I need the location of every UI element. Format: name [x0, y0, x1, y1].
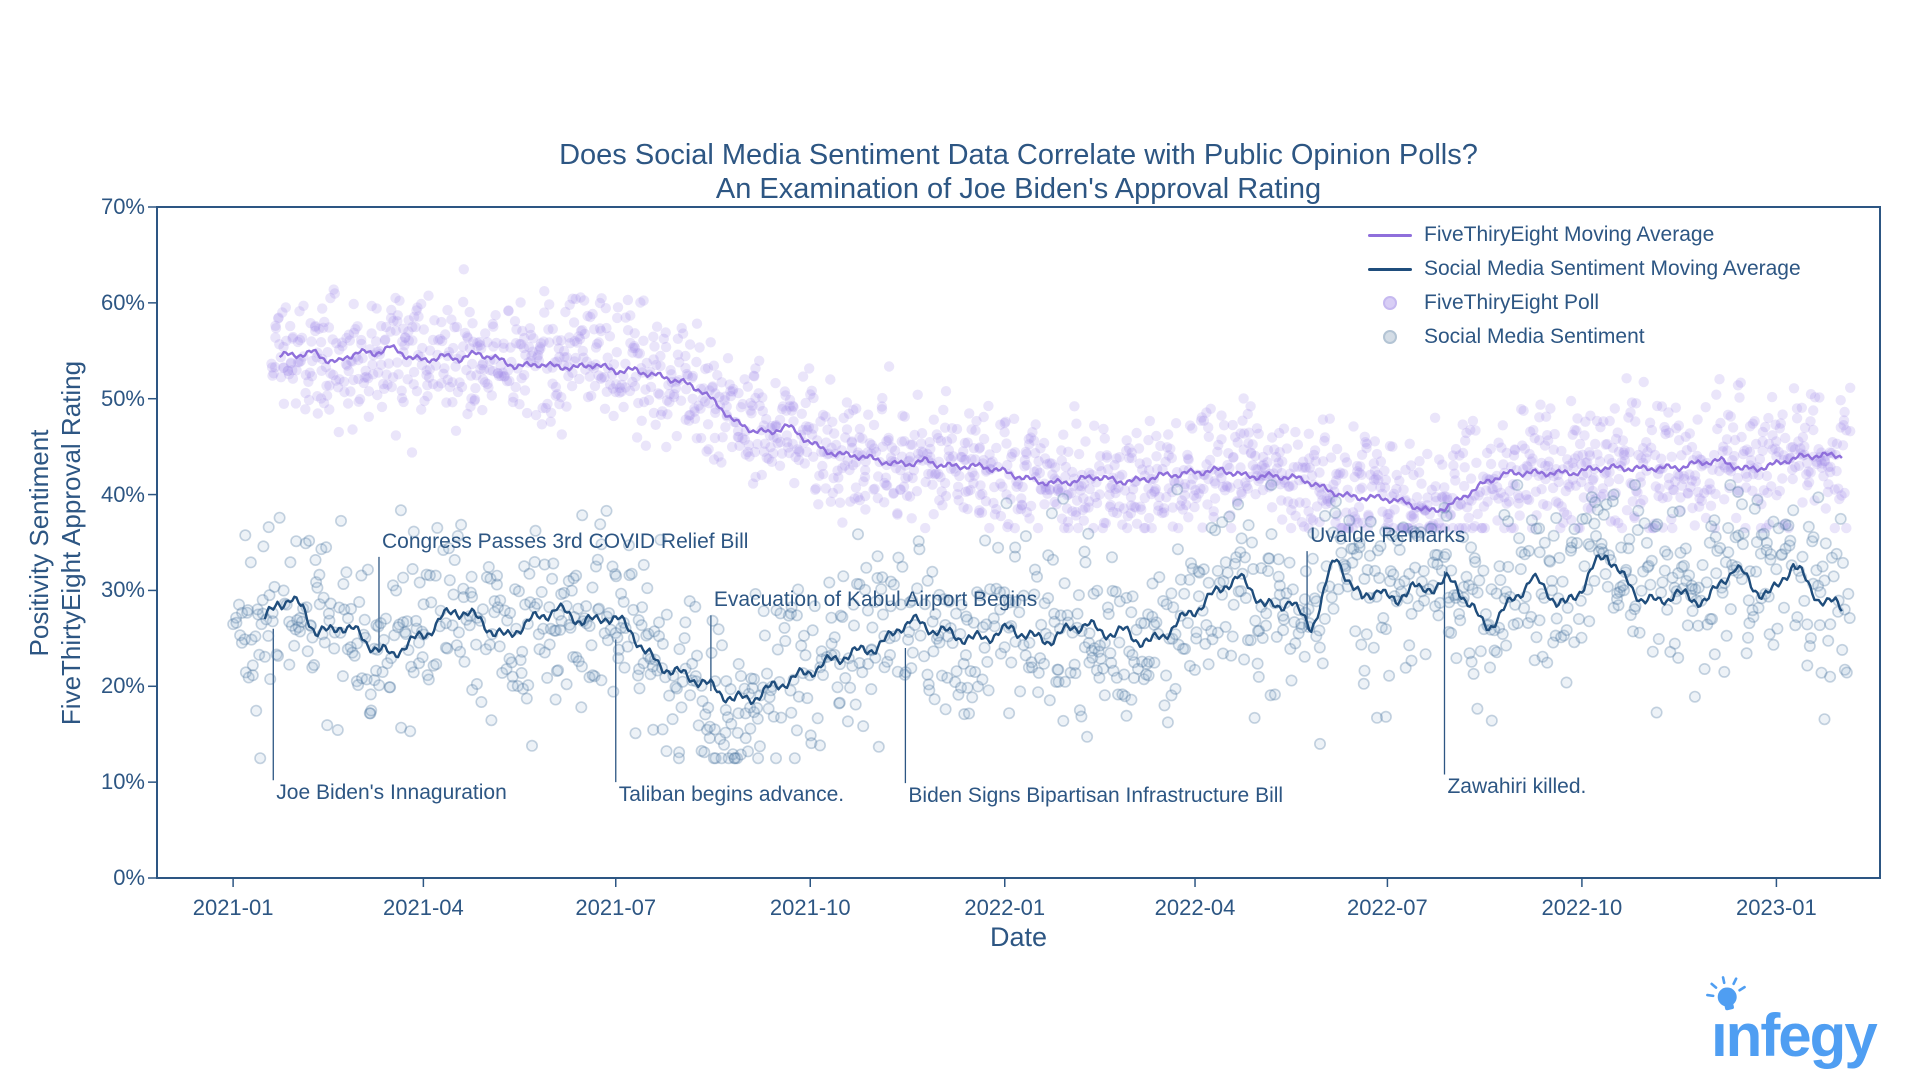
- chart-title-line2: An Examination of Joe Biden's Approval R…: [715, 173, 1322, 205]
- moving-average-line: [263, 554, 1843, 706]
- legend-item-fte-poll[interactable]: FiveThiryEight Poll: [1368, 286, 1801, 320]
- y-tick-label: 30%: [100, 577, 145, 603]
- moving-average-line: [278, 344, 1843, 513]
- y-tick-label: 70%: [100, 194, 145, 219]
- logo-text: ınfegy: [1711, 1002, 1878, 1069]
- annotation-label: Evacuation of Kabul Airport Begins: [713, 588, 1038, 612]
- y-tick-label: 20%: [100, 673, 145, 699]
- y-tick-label: 60%: [100, 289, 145, 315]
- legend-item-label: Social Media Sentiment Moving Average: [1424, 257, 1801, 280]
- x-tick-label: 2023-01: [1736, 895, 1817, 920]
- legend-line-swatch-purple: [1368, 233, 1412, 237]
- y-tick-label: 50%: [100, 385, 145, 411]
- chart-title-line1: Does Social Media Sentiment Data Correla…: [559, 139, 1478, 171]
- lightbulb-icon: [1706, 976, 1746, 1011]
- scatter-0: [266, 264, 1856, 534]
- annotation-label: Zawahiri killed.: [1447, 775, 1587, 799]
- legend: FiveThiryEight Moving Average Social Med…: [1368, 218, 1801, 354]
- chart-title: Does Social Media Sentiment Data Correla…: [157, 138, 1880, 206]
- x-tick-label: 2021-04: [383, 895, 464, 920]
- legend-item-social-sentiment[interactable]: Social Media Sentiment: [1368, 320, 1801, 354]
- annotation-label: Taliban begins advance.: [618, 783, 845, 807]
- y-tick-label: 40%: [100, 481, 145, 507]
- legend-dot-swatch-lavender: [1368, 296, 1412, 310]
- annotation-label: Congress Passes 3rd COVID Relief Bill: [381, 529, 749, 553]
- legend-item-label: FiveThiryEight Moving Average: [1424, 223, 1715, 246]
- x-tick-label: 2022-07: [1347, 895, 1428, 920]
- x-tick-label: 2021-10: [769, 895, 851, 920]
- annotation-label: Uvalde Remarks: [1310, 524, 1466, 548]
- legend-dot-swatch-gray: [1368, 330, 1412, 344]
- x-tick-label: 2021-07: [575, 895, 657, 920]
- x-axis-title: Date: [989, 922, 1048, 952]
- y-tick-label: 10%: [100, 769, 145, 795]
- legend-item-fte-moving-average[interactable]: FiveThiryEight Moving Average: [1368, 218, 1801, 252]
- plot-border: [156, 206, 1881, 879]
- annotation-label: Joe Biden's Innaguration: [276, 781, 507, 805]
- legend-line-swatch-navy: [1368, 267, 1412, 271]
- infegy-logo: ınfegy: [1703, 974, 1918, 1074]
- scatter-1: [227, 478, 1856, 765]
- legend-item-label: Social Media Sentiment: [1424, 325, 1645, 348]
- legend-item-label: FiveThiryEight Poll: [1424, 291, 1600, 314]
- y-axis-title-line1: Positivity Sentiment: [24, 429, 54, 657]
- annotation-label: Biden Signs Bipartisan Infrastructure Bi…: [908, 784, 1284, 808]
- x-tick-label: 2022-01: [964, 895, 1046, 920]
- x-tick-label: 2022-04: [1154, 895, 1236, 920]
- x-tick-label: 2021-01: [192, 895, 274, 920]
- y-tick-label: 0%: [113, 865, 145, 890]
- legend-item-sms-moving-average[interactable]: Social Media Sentiment Moving Average: [1368, 252, 1801, 286]
- x-tick-label: 2022-10: [1541, 895, 1623, 920]
